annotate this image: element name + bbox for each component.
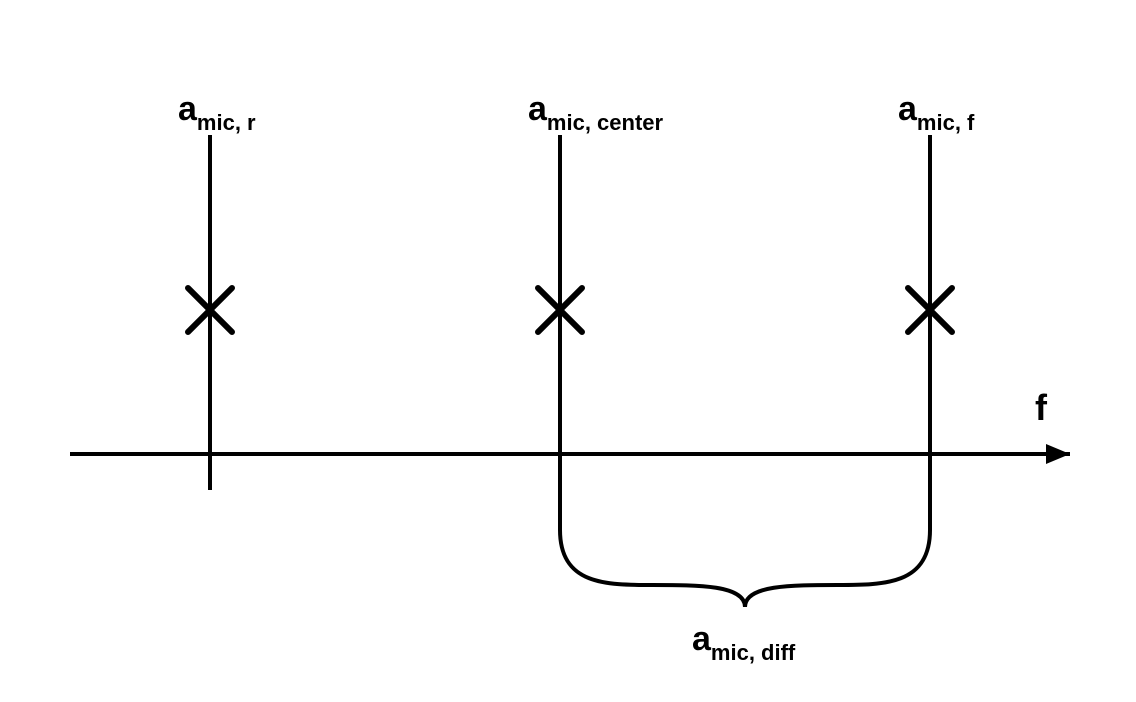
axis-label: f xyxy=(1035,387,1048,428)
canvas-background xyxy=(0,0,1136,702)
